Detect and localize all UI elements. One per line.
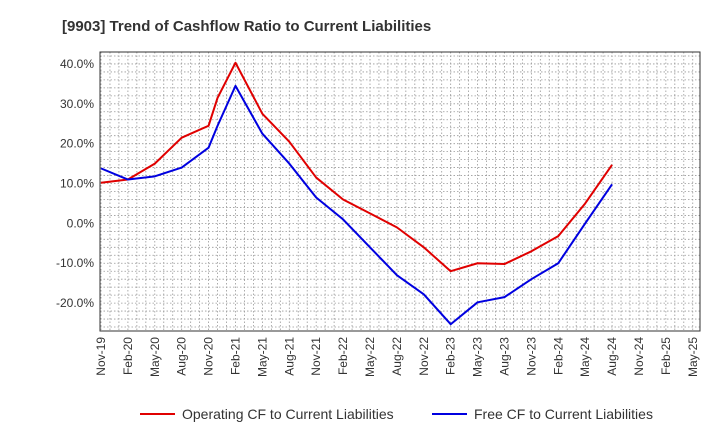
legend-label-operating: Operating CF to Current Liabilities — [182, 406, 394, 422]
x-tick-label: Feb-21 — [228, 337, 242, 375]
y-tick-label: 30.0% — [60, 97, 94, 111]
y-tick-label: 10.0% — [60, 177, 94, 191]
x-tick-label: Aug-24 — [605, 337, 619, 376]
x-tick-label: Feb-23 — [444, 337, 458, 375]
free-cf-line — [100, 84, 613, 326]
x-tick-label: Aug-20 — [175, 337, 189, 376]
operating-cf-line — [100, 61, 613, 273]
x-tick-label: May-21 — [255, 337, 269, 377]
y-tick-label: 20.0% — [60, 137, 94, 151]
plot-area — [100, 52, 700, 331]
y-tick-label: 40.0% — [60, 57, 94, 71]
x-tick-label: Nov-21 — [309, 337, 323, 376]
x-tick-label: May-22 — [363, 337, 377, 377]
y-tick-label: -20.0% — [56, 296, 94, 310]
x-tick-label: Feb-20 — [121, 337, 135, 375]
x-tick-label: Feb-24 — [551, 337, 565, 375]
x-tick-label: May-20 — [148, 337, 162, 377]
x-tick-label: Aug-23 — [497, 337, 511, 376]
legend: Operating CF to Current Liabilities Free… — [140, 406, 653, 422]
x-tick-label: Nov-24 — [632, 337, 646, 376]
y-axis-ticks: -20.0% -10.0% 0.0% 10.0% 20.0% 30.0% 40.0% — [56, 57, 94, 310]
x-tick-label: Aug-21 — [282, 337, 296, 376]
x-tick-label: Nov-23 — [524, 337, 538, 376]
y-tick-label: 0.0% — [67, 216, 95, 230]
x-tick-label: Feb-22 — [336, 337, 350, 375]
x-axis-ticks: Nov-19 Feb-20 May-20 Aug-20 Nov-20 Feb-21 May-… — [94, 337, 700, 377]
plot-frame — [99, 51, 701, 332]
grid-lines — [100, 52, 700, 331]
legend-label-free: Free CF to Current Liabilities — [474, 406, 653, 422]
x-tick-label: Feb-25 — [659, 337, 673, 375]
x-tick-label: Nov-22 — [417, 337, 431, 376]
x-tick-label: May-25 — [686, 337, 700, 377]
x-tick-label: May-24 — [578, 337, 592, 377]
x-tick-label: May-23 — [471, 337, 485, 377]
chart-title: [9903] Trend of Cashflow Ratio to Curren… — [62, 18, 431, 35]
x-tick-label: Aug-22 — [390, 337, 404, 376]
x-tick-label: Nov-20 — [202, 337, 216, 376]
y-tick-label: -10.0% — [56, 256, 94, 270]
series-lines — [100, 61, 613, 326]
x-tick-label: Nov-19 — [94, 337, 108, 376]
